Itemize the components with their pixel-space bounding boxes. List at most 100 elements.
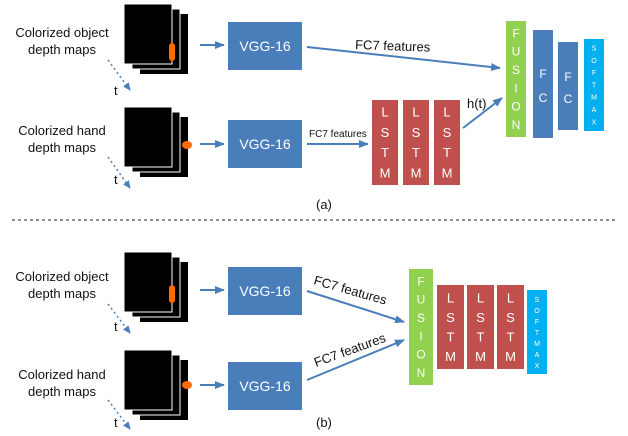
vgg16-hand-label-b: VGG-16 <box>239 378 291 394</box>
lstm-box-b3 <box>497 285 524 369</box>
lstm-a1-letter-1: S <box>381 125 390 140</box>
lstm-b1-letter-2: T <box>447 329 455 344</box>
softmax-b-letter-3: T <box>535 330 540 337</box>
arrow-ht-to-fusion <box>462 97 503 129</box>
lstm-box-a1 <box>372 100 398 185</box>
hand-depth-map-stack <box>123 106 192 177</box>
fusion-b-letter-0: F <box>417 274 424 288</box>
fc-a2-letter-0: F <box>564 70 571 84</box>
softmax-a-letter-4: M <box>591 95 597 102</box>
object-depth-blob <box>169 43 175 61</box>
object-depth-map-stack-b <box>123 251 188 322</box>
fusion-b-letter-4: O <box>416 348 425 362</box>
object-input-label-b-line1: Colorized object <box>15 269 109 284</box>
vgg16-hand-label: VGG-16 <box>239 136 291 152</box>
fusion-a-letter-3: I <box>514 81 517 95</box>
fusion-a-letter-5: N <box>512 118 521 132</box>
lstm-a2-letter-0: L <box>412 105 419 120</box>
lstm-a2-letter-1: S <box>412 125 421 140</box>
fusion-a-letter-4: O <box>511 100 520 114</box>
softmax-b-letter-5: A <box>535 352 540 359</box>
hand-input-label-line1: Colorized hand <box>18 123 105 138</box>
fusion-a-letter-2: S <box>512 63 520 77</box>
fc7-hand-label: FC7 features <box>309 129 367 140</box>
vgg16-hand-box-b <box>228 362 302 410</box>
softmax-b-letter-1: O <box>534 308 540 315</box>
lstm-a2-letter-2: T <box>412 145 420 160</box>
lstm-a1-letter-2: T <box>381 145 389 160</box>
lstm-b1-letter-1: S <box>446 310 455 325</box>
time-label-hand: t <box>114 172 118 187</box>
fusion-b-letter-5: N <box>417 366 426 380</box>
time-arrow-object-b <box>107 303 131 334</box>
softmax-b-letter-6: X <box>535 363 540 370</box>
vgg16-hand-box <box>228 120 302 168</box>
softmax-a-letter-3: T <box>592 82 597 89</box>
fusion-b-letter-1: U <box>417 293 426 307</box>
object-depth-blob-b <box>169 285 175 303</box>
lstm-b2-letter-3: M <box>475 349 486 364</box>
time-label-object-b: t <box>114 319 118 334</box>
time-arrow-hand-b <box>107 399 131 430</box>
object-depth-map-stack <box>123 3 188 74</box>
lstm-box-a2 <box>403 100 429 185</box>
object-input-label-line1: Colorized object <box>15 25 109 40</box>
panel-b: Colorized object depth maps Colorized ha… <box>15 251 547 430</box>
object-input-label-b-line2: depth maps <box>28 286 96 301</box>
hand-input-label-line2: depth maps <box>28 140 96 155</box>
hand-depth-blob <box>182 141 192 149</box>
fc-a2-letter-1: C <box>564 92 573 106</box>
fusion-box-b <box>409 269 433 385</box>
lstm-a1-letter-3: M <box>380 165 391 180</box>
lstm-b1-letter-0: L <box>447 290 454 305</box>
fusion-b-letter-3: I <box>419 329 422 343</box>
ht-label: h(t) <box>467 96 487 111</box>
lstm-a2-letter-3: M <box>411 165 422 180</box>
lstm-box-b1 <box>437 285 464 369</box>
arrow-object-fc7-to-fusion-b <box>306 290 405 324</box>
softmax-a-letter-6: X <box>592 119 597 126</box>
softmax-a-letter-5: A <box>592 107 597 114</box>
object-input-label-line2: depth maps <box>28 42 96 57</box>
lstm-box-b2 <box>467 285 494 369</box>
fc7-object-label: FC7 features <box>355 37 431 55</box>
hand-depth-blob-b <box>182 381 192 389</box>
caption-b: (b) <box>316 415 332 430</box>
fc7-hand-label-b: FC7 features <box>312 330 388 370</box>
time-label-object: t <box>114 83 118 98</box>
fc-a1-letter-1: C <box>539 91 548 105</box>
vgg16-object-box-b <box>228 267 302 315</box>
fc7-object-label-b: FC7 features <box>312 272 389 307</box>
softmax-b-letter-4: M <box>534 341 540 348</box>
fusion-a-letter-1: U <box>512 45 521 59</box>
lstm-b2-letter-2: T <box>477 329 485 344</box>
hand-input-label-b-line1: Colorized hand <box>18 367 105 382</box>
fusion-box-a <box>506 21 526 137</box>
fusion-b-letter-2: S <box>417 311 425 325</box>
softmax-b-letter-2: F <box>535 319 539 326</box>
vgg16-object-box <box>228 22 302 70</box>
lstm-b3-letter-2: T <box>507 329 515 344</box>
fc-a1-letter-0: F <box>539 67 546 81</box>
time-label-hand-b: t <box>114 415 118 430</box>
softmax-box-a <box>584 39 604 131</box>
lstm-b3-letter-0: L <box>507 290 514 305</box>
hand-depth-map-stack-b <box>123 349 192 420</box>
lstm-box-a3 <box>434 100 460 185</box>
caption-a: (a) <box>316 197 332 212</box>
lstm-a1-letter-0: L <box>381 105 388 120</box>
softmax-a-letter-1: O <box>591 58 597 65</box>
lstm-a3-letter-0: L <box>443 105 450 120</box>
softmax-a-letter-2: F <box>592 70 596 77</box>
fusion-a-letter-0: F <box>512 26 519 40</box>
arrow-object-fc7-to-fusion <box>306 46 501 72</box>
panel-a: Colorized object depth maps Colorized ha… <box>15 3 604 212</box>
vgg16-object-label: VGG-16 <box>239 38 291 54</box>
lstm-a3-letter-2: T <box>443 145 451 160</box>
lstm-a3-letter-3: M <box>442 165 453 180</box>
lstm-b2-letter-0: L <box>477 290 484 305</box>
fc-box-a1 <box>533 30 553 138</box>
softmax-a-letter-0: S <box>592 46 597 53</box>
